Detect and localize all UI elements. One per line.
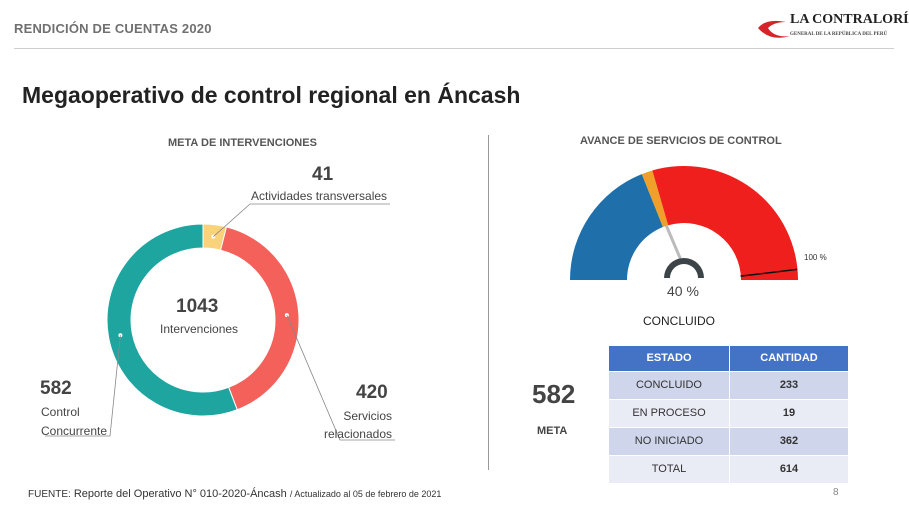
gauge-segment-en-proceso [641,170,669,228]
donut-total-label: Intervenciones [160,322,239,336]
footer-source-text: Reporte del Operativo N° 010-2020-Áncash [73,488,287,500]
header-estado: ESTADO [608,345,730,372]
label-concurrente-1: Control [41,405,80,419]
label-transversales: Actividades transversales [251,189,388,203]
cell-cantidad: 362 [729,427,849,456]
cell-estado: NO INICIADO [608,427,730,456]
label-value-concurrente: 582 [40,378,72,399]
page-title: Megaoperativo de control regional en Ánc… [22,82,521,108]
footer-prefix: FUENTE: [28,489,71,500]
gauge-hub [664,258,704,278]
cell-cantidad: 614 [729,455,849,484]
cell-estado: TOTAL [608,455,730,484]
header-cantidad: CANTIDAD [729,345,849,372]
cell-cantidad: 233 [729,371,849,400]
gauge-needle [665,225,682,260]
table-row: EN PROCESO 19 [608,399,849,428]
donut-slice-concurrente [106,223,238,417]
gauge-caption: CONCLUIDO [643,314,716,328]
gauge-segment-concluido [570,174,663,280]
donut-section-title: META DE INTERVENCIONES [168,137,317,149]
label-value-transversales: 41 [312,164,334,185]
meta-label: META [537,425,568,437]
label-concurrente-2: Concurrente [41,424,108,438]
donut-slice-servicios [219,226,300,411]
cell-estado: CONCLUIDO [608,371,730,400]
cell-estado: EN PROCESO [608,399,730,428]
gauge-percent: 40 % [667,283,699,299]
leader-line-transversales [213,203,390,237]
leader-line-concurrente [45,335,121,437]
donut-chart [45,203,395,441]
logo-subtext: GENERAL DE LA REPÚBLICA DEL PERÚ [790,32,888,37]
footer-updated: / Actualizado al 05 de febrero de 2021 [289,489,442,499]
table-row: NO INICIADO 362 [608,427,849,456]
table-row: TOTAL 614 [608,455,849,484]
header-title: RENDICIÓN DE CUENTAS 2020 [14,21,212,36]
leader-line-servicios [286,314,395,441]
label-value-servicios: 420 [356,382,388,403]
gauge-segment-no-iniciado [652,166,798,280]
label-servicios-1: Servicios [343,409,392,423]
gauge-target-marker [740,268,798,277]
header-divider [14,48,894,49]
table-row: CONCLUIDO 233 [608,371,849,400]
page-number: 8 [833,487,839,498]
vertical-divider [488,135,489,470]
donut-total-value: 1043 [176,296,219,317]
gauge-section-title: AVANCE DE SERVICIOS DE CONTROL [580,135,782,147]
gauge-max-label: 100 % [804,253,827,262]
gauge-chart [570,166,798,280]
meta-value: 582 [532,379,576,409]
table-header: ESTADO CANTIDAD [608,345,849,372]
status-table: ESTADO CANTIDAD CONCLUIDO 233 EN PROCESO 1… [608,345,849,484]
cell-cantidad: 19 [729,399,849,428]
footer-source: FUENTE: Reporte del Operativo N° 010-202… [28,488,441,501]
logo-text: LA CONTRALORÍA [790,12,909,27]
label-servicios-2: relacionados [323,427,392,441]
contraloria-logo [758,20,790,38]
